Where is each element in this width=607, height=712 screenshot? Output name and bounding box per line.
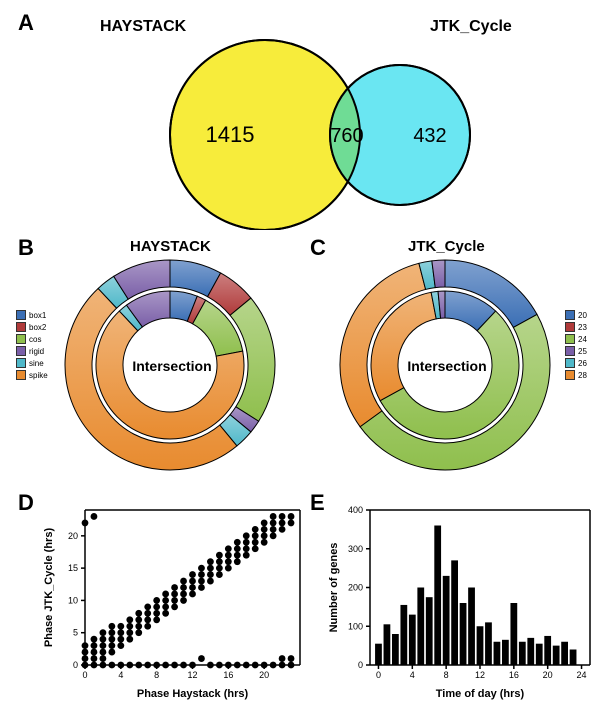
svg-text:100: 100 [348,621,363,631]
legend-item: sine [16,358,48,368]
legend-swatch [16,358,26,368]
legend-swatch [565,334,575,344]
legend-label: rigid [29,347,44,356]
legend-label: box2 [29,323,46,332]
legend-item: 25 [565,346,587,356]
bar-chart: 0 4 8 12 16 20 24 0 100 200 300 400 Time of day (hrs… [325,500,600,700]
svg-text:16: 16 [509,670,519,680]
legend-swatch [565,346,575,356]
legend-swatch [565,322,575,332]
svg-text:0: 0 [73,660,78,670]
legend-item: box1 [16,310,48,320]
legend-swatch [16,310,26,320]
legend-label: 24 [578,335,587,344]
legend-label: 28 [578,371,587,380]
svg-text:Number of genes: Number of genes [328,543,340,633]
svg-text:10: 10 [68,595,78,605]
svg-text:12: 12 [187,670,197,680]
svg-text:Time of day (hrs): Time of day (hrs) [436,688,525,700]
legend-label: 25 [578,347,587,356]
panel-b-label: B [18,235,34,261]
panel-e-label: E [310,490,325,516]
donut-b-center: Intersection [127,358,217,374]
legend-item: 24 [565,334,587,344]
legend-label: spike [29,371,48,380]
legend-haystack: box1 box2 cos rigid sine spike [16,310,48,382]
svg-text:432: 432 [413,125,446,147]
legend-item: 26 [565,358,587,368]
svg-text:16: 16 [223,670,233,680]
svg-text:760: 760 [330,125,363,147]
legend-label: sine [29,359,44,368]
svg-text:4: 4 [118,670,123,680]
panel-a-label: A [18,10,34,36]
svg-text:300: 300 [348,544,363,554]
legend-item: 28 [565,370,587,380]
legend-item: box2 [16,322,48,332]
legend-swatch [16,322,26,332]
venn-diagram: 1415 760 432 [90,30,530,230]
svg-text:4: 4 [410,670,415,680]
figure: A HAYSTACK JTK_Cycle 1415760432 B HAYSTA… [10,10,597,702]
svg-text:200: 200 [348,583,363,593]
svg-text:24: 24 [577,670,587,680]
scatter-plot: 0 4 8 12 16 20 0 5 10 15 20 Phase Haystack (hrs) Pha… [40,500,310,700]
svg-text:400: 400 [348,505,363,515]
panel-c-label: C [310,235,326,261]
legend-swatch [16,334,26,344]
legend-item: 20 [565,310,587,320]
legend-item: 23 [565,322,587,332]
donut-c-center: Intersection [402,358,492,374]
legend-label: 23 [578,323,587,332]
svg-text:0: 0 [82,670,87,680]
legend-item: spike [16,370,48,380]
svg-text:15: 15 [68,563,78,573]
legend-jtk: 20 23 24 25 26 28 [565,310,587,382]
legend-swatch [565,358,575,368]
svg-text:8: 8 [154,670,159,680]
legend-item: cos [16,334,48,344]
svg-text:0: 0 [376,670,381,680]
svg-text:Phase Haystack (hrs): Phase Haystack (hrs) [137,688,249,700]
legend-label: 20 [578,311,587,320]
legend-item: rigid [16,346,48,356]
svg-text:5: 5 [73,628,78,638]
legend-swatch [16,370,26,380]
panel-d-label: D [18,490,34,516]
legend-label: 26 [578,359,587,368]
svg-text:12: 12 [475,670,485,680]
legend-swatch [565,310,575,320]
svg-text:20: 20 [259,670,269,680]
legend-swatch [565,370,575,380]
svg-text:20: 20 [68,531,78,541]
svg-text:1415: 1415 [206,122,255,147]
svg-text:20: 20 [543,670,553,680]
svg-text:0: 0 [358,660,363,670]
legend-label: cos [29,335,41,344]
svg-text:8: 8 [444,670,449,680]
legend-swatch [16,346,26,356]
legend-label: box1 [29,311,46,320]
svg-text:Phase JTK_Cycle (hrs): Phase JTK_Cycle (hrs) [43,528,55,648]
